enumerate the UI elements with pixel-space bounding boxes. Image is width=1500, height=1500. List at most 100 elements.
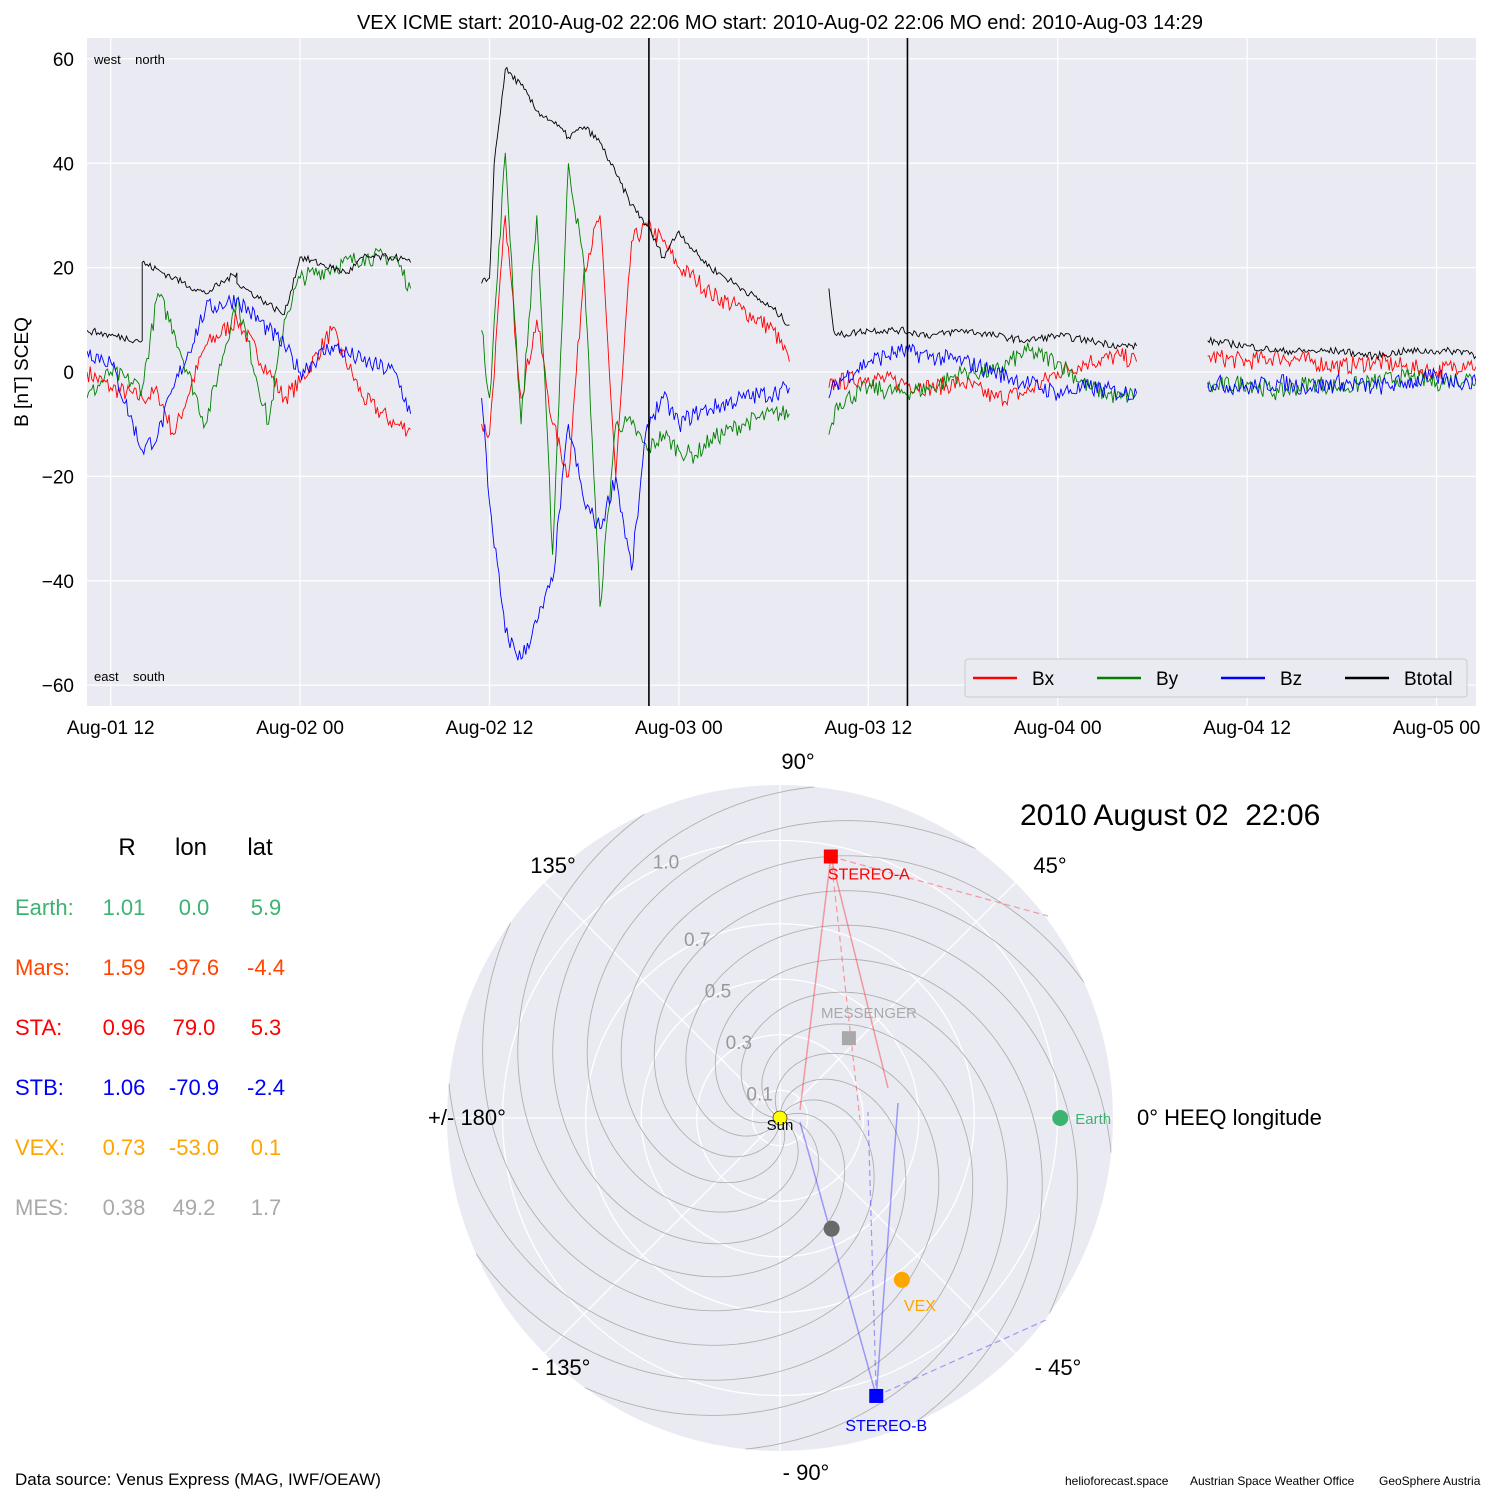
stb-fov-dashed xyxy=(876,1319,1047,1397)
table-cell-name: MES: xyxy=(15,1195,69,1220)
y-tick-label: 0 xyxy=(63,363,74,384)
y-tick-label: −20 xyxy=(42,467,74,488)
table-cell-R: 0.96 xyxy=(103,1015,146,1040)
credit-helioforecast: helioforecast.space xyxy=(1065,1474,1169,1488)
corner-label-bottom: east south xyxy=(94,669,165,684)
x-tick-label: Aug-03 00 xyxy=(635,718,723,739)
angle-label: 135° xyxy=(530,853,576,878)
table-cell-lon: 79.0 xyxy=(173,1015,216,1040)
table-cell-lat: 1.7 xyxy=(251,1195,282,1220)
angle-label: - 45° xyxy=(1035,1355,1082,1380)
parker-spiral xyxy=(584,1023,974,1416)
table-cell-name: STA: xyxy=(15,1015,62,1040)
sta-fov-dashed xyxy=(830,856,861,1121)
parker-spiral xyxy=(653,890,1112,1158)
parker-spiral xyxy=(552,786,820,1245)
parker-spiral xyxy=(740,991,1008,1450)
legend-box xyxy=(964,658,1468,698)
label-earth: Earth xyxy=(1075,1111,1111,1128)
sta-fov-line xyxy=(830,856,889,1089)
legend: Bx By Bz Btotal xyxy=(964,658,1468,698)
table-cell-R: 1.06 xyxy=(103,1075,146,1100)
table-cell-lat: 5.3 xyxy=(251,1015,282,1040)
angle-spoke xyxy=(779,1117,1016,1354)
label-messenger: MESSENGER xyxy=(821,1005,917,1022)
table-cell-lat: -4.4 xyxy=(247,955,285,980)
table-cell-R: 0.38 xyxy=(103,1195,146,1220)
marker-vex xyxy=(893,1271,910,1288)
table-cell-lon: 49.2 xyxy=(173,1195,216,1220)
y-tick-label: 40 xyxy=(53,154,74,175)
stb-fov-line xyxy=(875,1102,899,1397)
table-cell-name: Mars: xyxy=(15,955,70,980)
table-cell-name: VEX: xyxy=(15,1135,65,1160)
angle-label: 45° xyxy=(1033,853,1066,878)
table-cell-lon: 0.0 xyxy=(179,895,210,920)
table-cell-lat: 0.1 xyxy=(251,1135,282,1160)
parker-spiral xyxy=(714,958,1043,1423)
table-header-lat: lat xyxy=(247,834,273,861)
table-cell-lat: -2.4 xyxy=(247,1075,285,1100)
y-tick-label: −40 xyxy=(42,572,74,593)
marker-mercury xyxy=(823,1220,840,1237)
table-cell-R: 1.59 xyxy=(103,955,146,980)
parker-spiral xyxy=(475,1052,940,1381)
x-tick-label: Aug-04 12 xyxy=(1203,718,1291,739)
date-title: 2010 August 02 22:06 xyxy=(1020,799,1320,832)
polar-grid xyxy=(447,785,1113,1451)
legend-label-by: By xyxy=(1156,669,1179,690)
table-cell-lon: -70.9 xyxy=(169,1075,219,1100)
angle-label: 90° xyxy=(781,749,814,774)
event-boundary-lines xyxy=(648,38,909,706)
marker-earth xyxy=(1052,1110,1069,1126)
radial-tick-label: 0.7 xyxy=(684,930,710,951)
y-tick-label: 60 xyxy=(53,50,74,71)
x-tick-labels: Aug-01 12 Aug-02 00 Aug-02 12 Aug-03 00 Aug-… xyxy=(67,718,1481,739)
x-tick-label: Aug-03 12 xyxy=(824,718,912,739)
sta-fov-dashed xyxy=(830,855,1049,917)
table-header-lon: lon xyxy=(175,834,207,861)
parker-spiral xyxy=(685,924,1078,1314)
x-tick-label: Aug-01 12 xyxy=(67,718,155,739)
parker-spiral xyxy=(517,813,846,1278)
parker-spiral xyxy=(448,1078,907,1346)
series-line-by xyxy=(87,152,1476,607)
angle-label: 0° HEEQ longitude xyxy=(1137,1105,1322,1130)
polar-angle-labels: 0.1 0.3 0.5 0.7 1.0 0° HEEQ longitude 45° 90° 13… xyxy=(428,749,1322,1485)
parker-spiral xyxy=(482,922,875,1312)
table-cell-lon: -53.0 xyxy=(169,1135,219,1160)
radial-tick-label: 0.5 xyxy=(705,981,731,1002)
radial-tick-label: 1.0 xyxy=(653,853,679,874)
y-tick-label: −60 xyxy=(42,676,74,697)
polar-position-plot: Sun Earth VEX MESSENGER STEREO-A STEREO-B 0.1… xyxy=(428,749,1322,1485)
label-stereo-b: STEREO-B xyxy=(845,1418,927,1435)
label-sun: Sun xyxy=(767,1117,794,1134)
label-vex: VEX xyxy=(904,1298,936,1315)
table-cell-lat: 5.9 xyxy=(251,895,282,920)
table-cell-R: 0.73 xyxy=(103,1135,146,1160)
x-tick-label: Aug-05 00 xyxy=(1393,718,1481,739)
angle-label: - 90° xyxy=(783,1460,830,1485)
table-cell-name: STB: xyxy=(15,1075,64,1100)
marker-stereo-a xyxy=(823,849,838,864)
chart-title: VEX ICME start: 2010-Aug-02 22:06 MO sta… xyxy=(357,12,1203,34)
legend-label-bz: Bz xyxy=(1280,669,1302,690)
series-line-bx xyxy=(87,215,1476,478)
angle-label: - 135° xyxy=(532,1355,591,1380)
angle-spoke xyxy=(544,1117,781,1354)
data-source: Data source: Venus Express (MAG, IWF/OEA… xyxy=(15,1470,381,1489)
marker-sun xyxy=(772,1110,788,1126)
legend-label-btotal: Btotal xyxy=(1404,669,1453,690)
angle-label: +/- 180° xyxy=(428,1105,506,1130)
table-cell-lon: -97.6 xyxy=(169,955,219,980)
polar-marks: Sun Earth VEX MESSENGER STEREO-A STEREO-B xyxy=(767,849,1111,1435)
series-line-btotal xyxy=(87,66,1476,361)
x-tick-label: Aug-04 00 xyxy=(1014,718,1102,739)
parker-spiral xyxy=(586,820,976,1213)
marker-stereo-b xyxy=(869,1388,884,1403)
stb-fov-dashed xyxy=(867,1111,877,1396)
table-header-r: R xyxy=(118,834,135,861)
series-line-bz xyxy=(87,294,1476,661)
